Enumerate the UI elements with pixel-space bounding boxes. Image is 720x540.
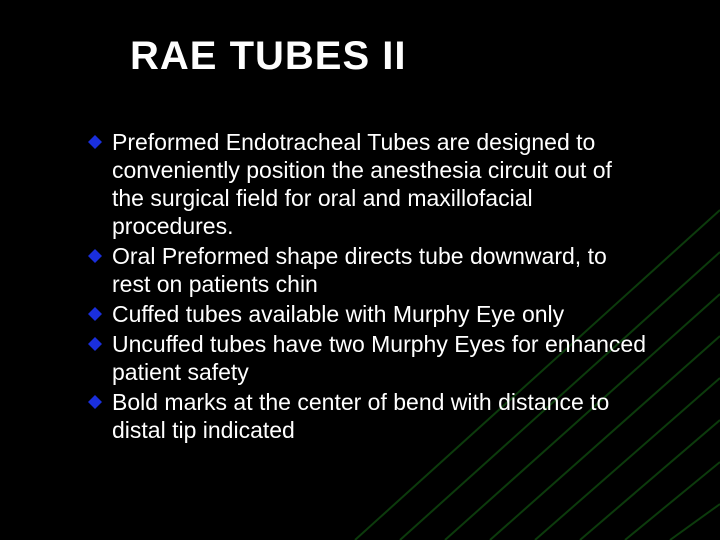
bullet-diamond-icon (88, 307, 102, 321)
slide-container: RAE TUBES II Preformed Endotracheal Tube… (0, 0, 720, 540)
list-item: Oral Preformed shape directs tube downwa… (88, 242, 648, 298)
bullet-text: Bold marks at the center of bend with di… (112, 388, 648, 444)
list-item: Cuffed tubes available with Murphy Eye o… (88, 300, 648, 328)
bullet-diamond-icon (88, 135, 102, 149)
list-item: Uncuffed tubes have two Murphy Eyes for … (88, 330, 648, 386)
bullet-text: Uncuffed tubes have two Murphy Eyes for … (112, 330, 648, 386)
bullet-diamond-icon (88, 249, 102, 263)
bullet-text: Cuffed tubes available with Murphy Eye o… (112, 300, 564, 328)
list-item: Preformed Endotracheal Tubes are designe… (88, 128, 648, 240)
bullet-text: Preformed Endotracheal Tubes are designe… (112, 128, 648, 240)
bullet-diamond-icon (88, 395, 102, 409)
bullet-list: Preformed Endotracheal Tubes are designe… (88, 128, 648, 447)
bullet-text: Oral Preformed shape directs tube downwa… (112, 242, 648, 298)
slide-title: RAE TUBES II (130, 34, 406, 79)
list-item: Bold marks at the center of bend with di… (88, 388, 648, 444)
bullet-diamond-icon (88, 337, 102, 351)
